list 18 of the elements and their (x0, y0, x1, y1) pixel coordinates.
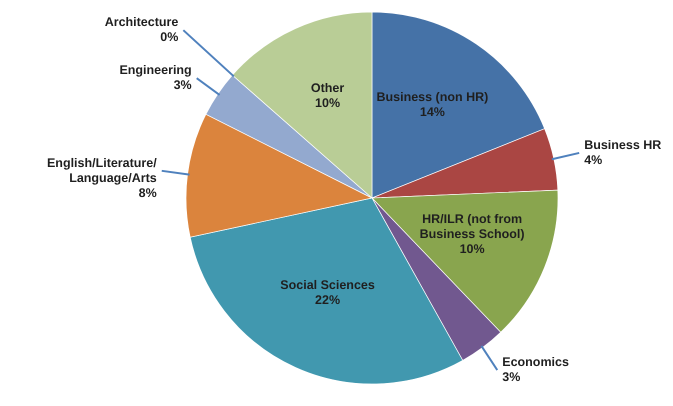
slice-label: HR/ILR (not from Business School) (420, 212, 525, 242)
data-label: 3% (502, 370, 520, 384)
slice-label: Engineering (119, 63, 192, 78)
data-label: 22% (315, 292, 340, 307)
category-label: Architecture (104, 15, 178, 30)
data-label: 4% (584, 152, 602, 167)
data-label: 8% (138, 186, 157, 200)
slice-label: Other (310, 81, 344, 96)
data-label: 10% (460, 242, 485, 256)
text: 0% (160, 30, 178, 44)
slice-label: English/Literature/Language/Arts (46, 156, 158, 185)
data-label: 3% (174, 78, 192, 92)
slice-label: Social Sciences (280, 278, 375, 292)
slice-label: Economics (502, 355, 569, 370)
slice-label: Business HR (584, 138, 662, 152)
data-label: 10% (315, 96, 340, 110)
data-label: 14% (420, 105, 445, 120)
slice-label: Business (non HR) (376, 90, 488, 104)
